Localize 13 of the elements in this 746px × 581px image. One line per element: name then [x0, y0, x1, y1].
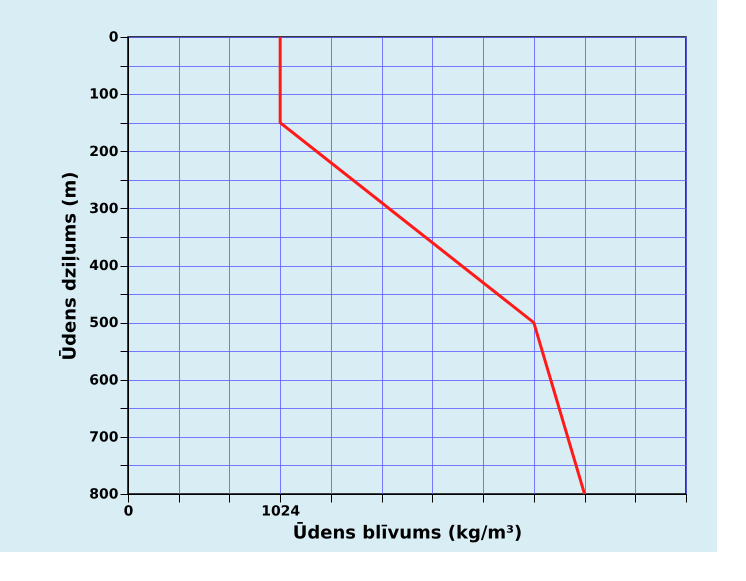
x-axis-title: Ūdens blīvums (kg/m³)	[292, 522, 522, 544]
y-tick-label: 200	[89, 144, 119, 160]
y-tick-label: 0	[108, 30, 119, 46]
y-tick-label: 800	[89, 486, 119, 502]
line-series	[278, 36, 586, 496]
y-axis-title: Ūdens dziļums (m)	[58, 172, 80, 360]
y-tick-label: 100	[89, 86, 119, 103]
y-tick-label: 700	[89, 429, 119, 446]
y-tick-label: 500	[89, 315, 119, 332]
y-tick-label: 400	[89, 258, 119, 274]
x-tick-label: 1024	[261, 504, 300, 520]
y-tick-label: 600	[89, 372, 119, 388]
y-tick-label: 300	[89, 200, 119, 217]
